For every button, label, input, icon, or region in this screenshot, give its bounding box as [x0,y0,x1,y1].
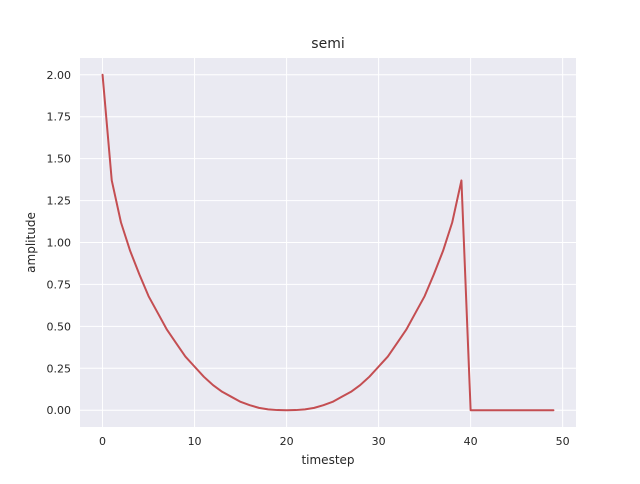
y-tick-label: 2.00 [47,69,72,82]
y-tick-label: 0.00 [47,404,72,417]
y-tick-label: 0.25 [47,362,72,375]
y-tick-label: 1.00 [47,237,72,250]
y-tick-label: 1.50 [47,153,72,166]
x-tick-labels: 0 10 20 30 40 50 [99,435,570,448]
x-tick-label: 50 [556,435,570,448]
y-tick-labels: 0.00 0.25 0.50 0.75 1.00 1.25 1.50 1.75 2.00 [47,69,72,417]
y-tick-label: 1.25 [47,195,72,208]
x-axis-label: timestep [301,453,354,467]
x-tick-label: 30 [372,435,386,448]
x-tick-label: 0 [99,435,106,448]
x-tick-label: 20 [280,435,294,448]
y-axis-label: amplitude [24,212,38,273]
chart-title: semi [311,36,344,52]
series-line [101,73,555,412]
y-tick-label: 0.50 [47,320,72,333]
x-tick-label: 10 [188,435,202,448]
y-tick-label: 0.75 [47,278,72,291]
x-tick-label: 40 [464,435,478,448]
series-layer [101,73,555,412]
y-tick-label: 1.75 [47,111,72,124]
